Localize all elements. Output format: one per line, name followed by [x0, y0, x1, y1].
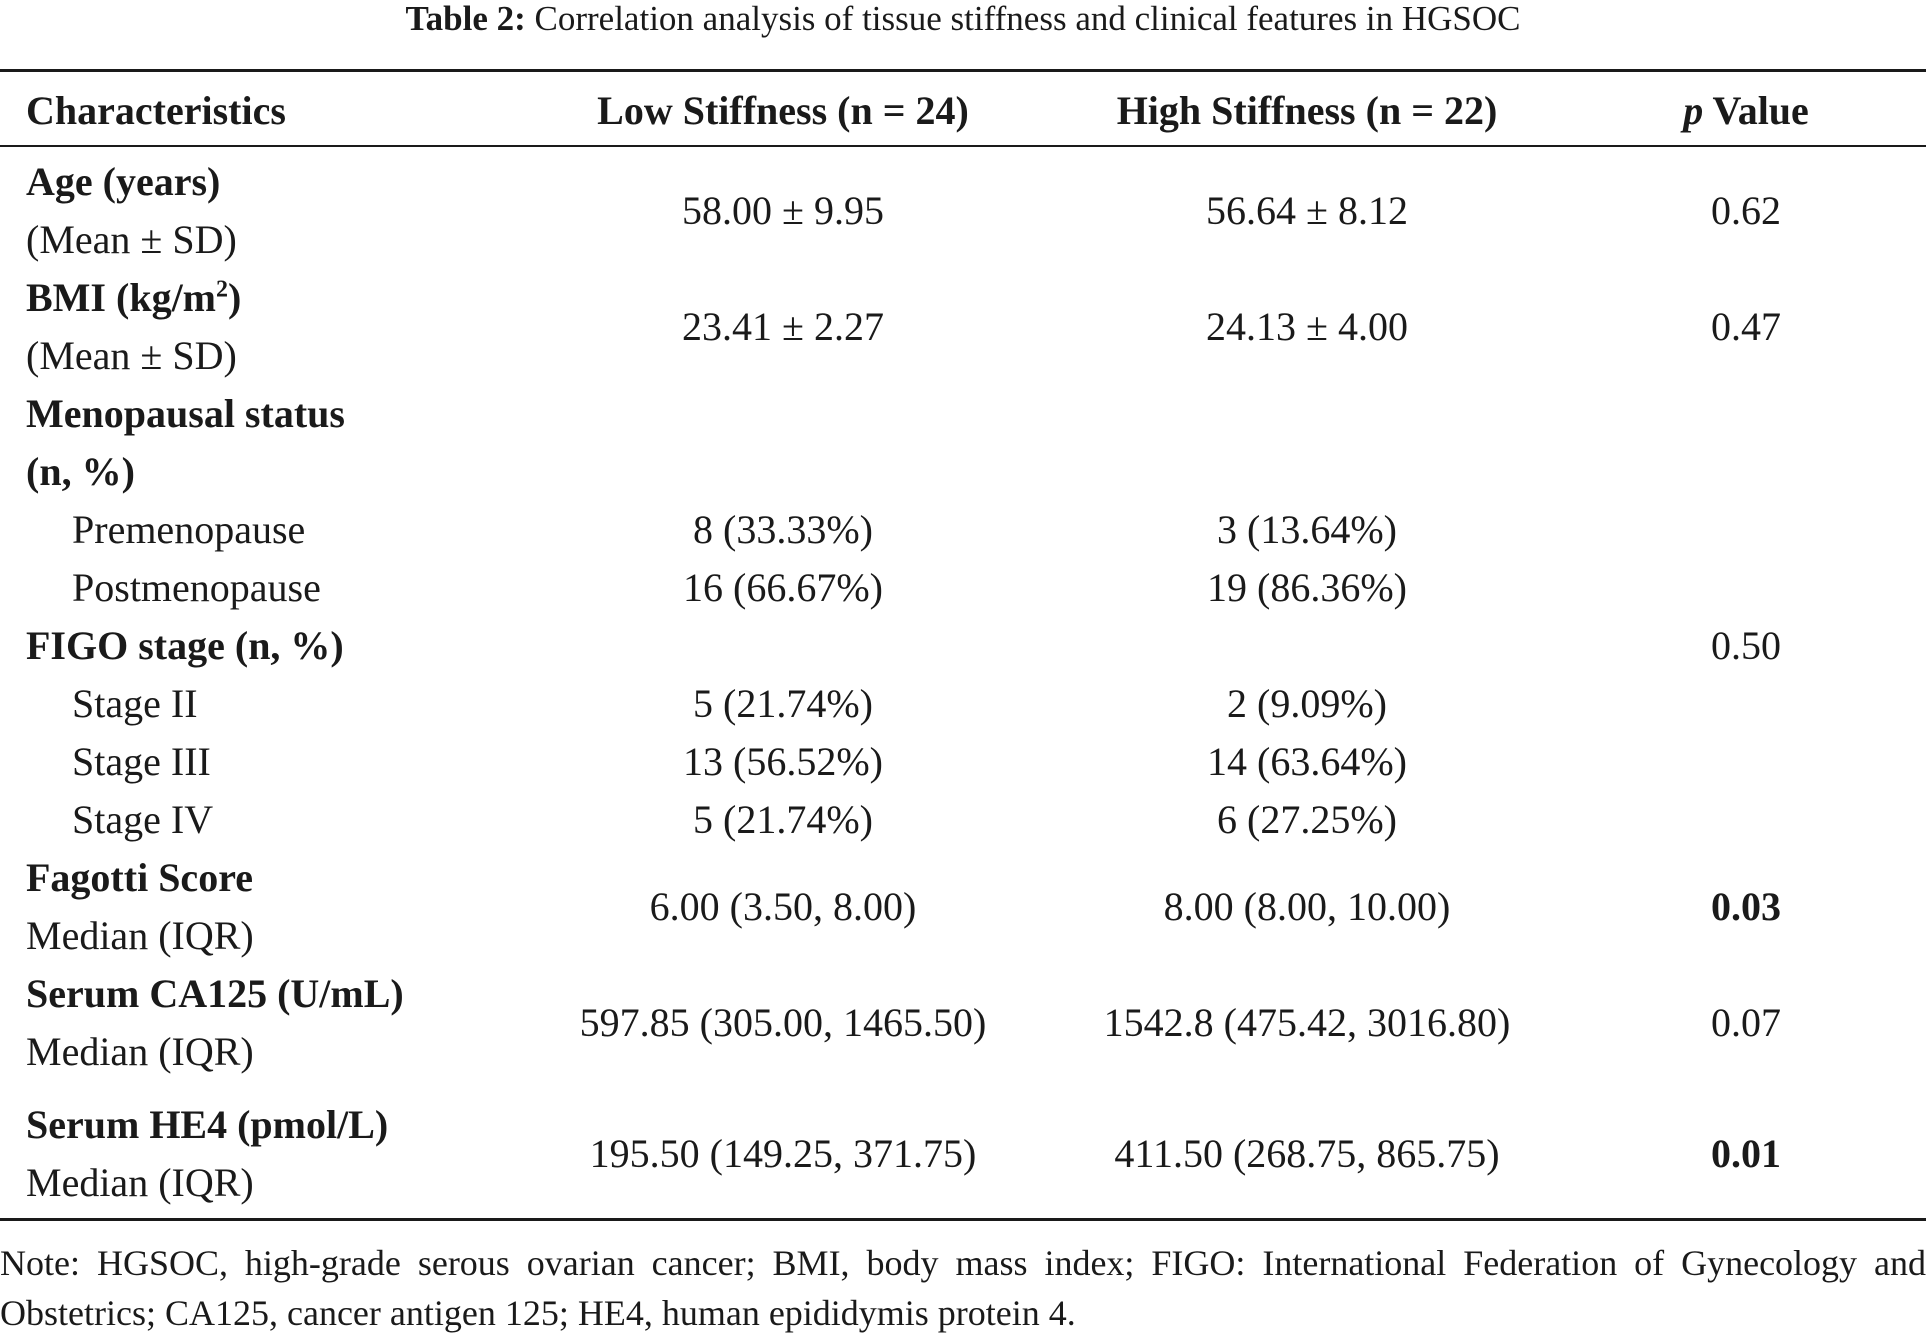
row-stage3-label: Stage III — [72, 739, 211, 784]
row-bmi-title-sup: 2 — [216, 276, 228, 303]
row-he4-title: Serum HE4 (pmol/L) — [26, 1102, 389, 1147]
table-caption: Table 2: Correlation analysis of tissue … — [0, 0, 1926, 40]
row-postmenopause-high: 19 (86.36%) — [1207, 565, 1407, 610]
row-age-sub: (Mean ± SD) — [26, 217, 237, 262]
table-note: Note: HGSOC, high-grade serous ovarian c… — [0, 1243, 1926, 1333]
row-ca125-p: 0.07 — [1711, 1000, 1781, 1045]
row-he4-sub: Median (IQR) — [26, 1160, 254, 1205]
caption-text: Correlation analysis of tissue stiffness… — [534, 0, 1521, 38]
row-bmi-low: 23.41 ± 2.27 — [682, 304, 884, 349]
top-rule — [0, 69, 1926, 72]
header-high-stiffness: High Stiffness (n = 22) — [1116, 88, 1498, 133]
row-fagotti-sub: Median (IQR) — [26, 913, 254, 958]
row-age-high: 56.64 ± 8.12 — [1206, 188, 1408, 233]
row-bmi-high: 24.13 ± 4.00 — [1206, 304, 1408, 349]
header-characteristics: Characteristics — [26, 88, 286, 133]
row-age-p: 0.62 — [1711, 188, 1781, 233]
bottom-rule — [0, 1218, 1926, 1221]
row-stage3-high: 14 (63.64%) — [1207, 739, 1407, 784]
row-age-low: 58.00 ± 9.95 — [682, 188, 884, 233]
row-bmi-title-post: ) — [228, 275, 242, 320]
row-age-title: Age (years) — [26, 159, 221, 204]
row-premenopause-low: 8 (33.33%) — [693, 507, 873, 552]
row-ca125-sub: Median (IQR) — [26, 1029, 254, 1074]
row-postmenopause-label: Postmenopause — [72, 565, 321, 610]
row-figo-title: FIGO stage (n, %) — [26, 623, 344, 668]
row-fagotti-p: 0.03 — [1711, 884, 1781, 929]
row-fagotti-title: Fagotti Score — [26, 855, 253, 900]
row-premenopause-label: Premenopause — [72, 507, 306, 552]
row-stage2-label: Stage II — [72, 681, 198, 726]
row-stage4-low: 5 (21.74%) — [693, 797, 873, 842]
row-postmenopause-low: 16 (66.67%) — [683, 565, 883, 610]
row-bmi-title: BMI (kg/m2) — [26, 269, 241, 327]
row-he4-low: 195.50 (149.25, 371.75) — [589, 1131, 977, 1176]
header-rule — [0, 145, 1926, 147]
row-bmi-p: 0.47 — [1711, 304, 1781, 349]
row-stage2-low: 5 (21.74%) — [693, 681, 873, 726]
row-figo-p: 0.50 — [1711, 623, 1781, 668]
row-stage4-high: 6 (27.25%) — [1217, 797, 1397, 842]
row-fagotti-low: 6.00 (3.50, 8.00) — [649, 884, 917, 929]
header-p-rest: Value — [1703, 88, 1809, 133]
header-p-value: p Value — [1683, 82, 1809, 140]
header-p-italic: p — [1683, 88, 1704, 133]
row-ca125-low: 597.85 (305.00, 1465.50) — [579, 1000, 987, 1045]
row-ca125-high: 1542.8 (475.42, 3016.80) — [1103, 1000, 1511, 1045]
row-stage2-high: 2 (9.09%) — [1227, 681, 1387, 726]
caption-label: Table 2: — [405, 0, 526, 38]
row-he4-p: 0.01 — [1711, 1131, 1781, 1176]
row-menopause-title: Menopausal status — [26, 391, 345, 436]
row-fagotti-high: 8.00 (8.00, 10.00) — [1163, 884, 1451, 929]
row-he4-high: 411.50 (268.75, 865.75) — [1114, 1131, 1500, 1176]
row-bmi-sub: (Mean ± SD) — [26, 333, 237, 378]
row-stage3-low: 13 (56.52%) — [683, 739, 883, 784]
row-menopause-title2: (n, %) — [26, 449, 135, 494]
row-stage4-label: Stage IV — [72, 797, 214, 842]
header-low-stiffness: Low Stiffness (n = 24) — [597, 88, 969, 133]
row-premenopause-high: 3 (13.64%) — [1217, 507, 1397, 552]
row-bmi-title-pre: BMI (kg/m — [26, 275, 216, 320]
row-ca125-title: Serum CA125 (U/mL) — [26, 971, 404, 1016]
